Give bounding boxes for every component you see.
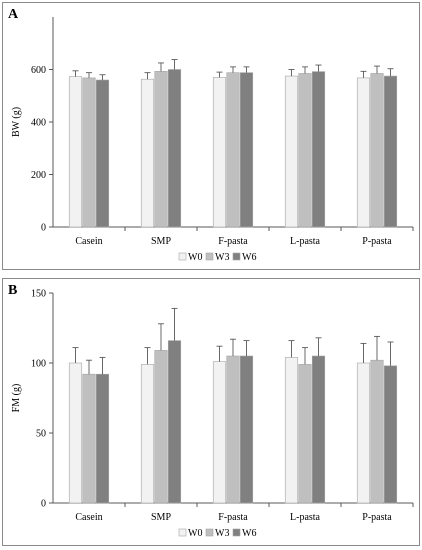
panel-label: B [8,283,18,298]
legend-swatch [178,252,187,261]
y-tick-label: 0 [41,499,46,510]
bar [370,73,384,228]
y-tick-label: 600 [31,65,46,76]
bar [140,364,155,504]
bar [311,355,326,504]
bar [154,71,168,228]
chart-panel-a: A BW (g) 0 200 400 600 Casein SMP F-pasta L-past… [2,2,420,270]
x-tick-label: P-pasta [362,236,392,247]
bar [212,361,227,504]
bar [239,72,254,228]
bar [154,350,168,504]
panel-label: A [8,7,19,22]
bw-chart: BW (g) 0 200 400 600 Casein SMP F-pasta L-pasta P… [11,17,414,263]
bar [167,69,182,228]
y-tick-label: 400 [31,118,46,129]
bar [383,75,398,228]
y-axis-label: FM (g) [11,384,22,413]
x-tick-label: F-pasta [218,236,248,247]
x-tick-label: SMP [151,512,171,523]
bar [95,79,110,228]
bar [383,365,398,504]
legend-swatch [205,528,214,537]
legend-swatch [178,528,187,537]
y-tick-label: 200 [31,170,46,181]
legend-label: W0 [188,528,202,539]
legend-swatch [205,252,214,261]
legend-label: W6 [242,252,256,263]
chart-panel-b: B FM (g) 0 50 100 150 Casein SMP F-pasta L-pasta… [2,278,420,546]
y-axis-label: BW (g) [11,107,22,137]
bar [68,76,83,228]
x-tick-label: F-pasta [218,512,248,523]
y-tick-label: 50 [36,429,46,440]
legend-label: W6 [242,528,256,539]
bar [82,373,96,504]
bar [311,71,326,228]
y-tick-label: 100 [31,359,46,370]
x-tick-label: L-pasta [290,236,321,247]
legend-label: W3 [215,528,229,539]
fm-chart: FM (g) 0 50 100 150 Casein SMP F-pasta L-pasta P-… [11,289,414,539]
bar [298,364,312,504]
legend-label: W0 [188,252,202,263]
bar [356,77,371,228]
bar [82,77,96,228]
bar [284,357,299,504]
bar [284,75,299,228]
legend-swatch [232,252,241,261]
bar [167,340,182,504]
bar [226,355,240,504]
x-tick-label: Casein [75,236,102,247]
bar [68,362,83,504]
y-tick-label: 0 [41,223,46,234]
bar [356,362,371,504]
bar [226,72,240,228]
bar [212,77,227,228]
y-tick-label: 150 [31,289,46,300]
x-tick-label: P-pasta [362,512,392,523]
x-tick-label: L-pasta [290,512,321,523]
x-tick-label: Casein [75,512,102,523]
bar [239,355,254,504]
bar [95,373,110,504]
legend-label: W3 [215,252,229,263]
bar [298,73,312,228]
x-tick-label: SMP [151,236,171,247]
bar [140,78,155,228]
bar [370,359,384,504]
legend-swatch [232,528,241,537]
